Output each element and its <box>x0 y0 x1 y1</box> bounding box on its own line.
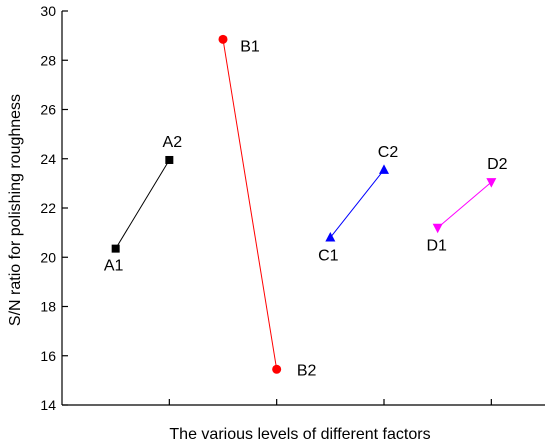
data-point-label: D2 <box>487 156 508 173</box>
y-tick-label: 18 <box>40 299 56 315</box>
data-point-label: A2 <box>163 134 183 151</box>
ticks-group: 14 16 18 20 22 24 26 28 30 <box>40 3 492 413</box>
series-line <box>329 169 385 238</box>
data-point-marker <box>325 232 336 242</box>
data-point-marker <box>218 34 228 44</box>
series-line <box>222 39 278 370</box>
data-point-label: A1 <box>104 258 124 275</box>
x-axis-title: The various levels of different factors <box>169 426 430 443</box>
data-point-marker <box>486 178 497 188</box>
labels-group: A1 A2 B1 B2 C1 C2 D1 D2 <box>104 38 508 379</box>
y-tick-label: 22 <box>40 200 56 216</box>
y-tick-label: 28 <box>40 52 56 68</box>
y-tick-label: 24 <box>40 151 56 167</box>
data-point-label: B1 <box>240 38 260 55</box>
data-point-label: B2 <box>297 362 317 379</box>
series-group <box>111 34 497 374</box>
y-tick-label: 20 <box>40 249 56 265</box>
data-point-marker <box>272 364 282 374</box>
y-axis-title: S/N ratio for polishing roughness <box>7 94 24 326</box>
data-point-marker <box>379 164 389 174</box>
data-point-marker <box>432 223 443 234</box>
data-point-label: D1 <box>426 238 447 255</box>
y-tick-label: 26 <box>40 102 56 118</box>
data-point-label: C1 <box>318 248 339 265</box>
data-point-label: C2 <box>378 144 399 161</box>
series-line <box>437 181 492 229</box>
series-line <box>115 159 170 249</box>
y-tick-label: 16 <box>40 348 56 364</box>
y-tick-label: 14 <box>40 397 56 413</box>
data-point-marker <box>165 155 174 164</box>
data-point-marker <box>111 244 120 253</box>
y-tick-label: 30 <box>40 3 56 19</box>
